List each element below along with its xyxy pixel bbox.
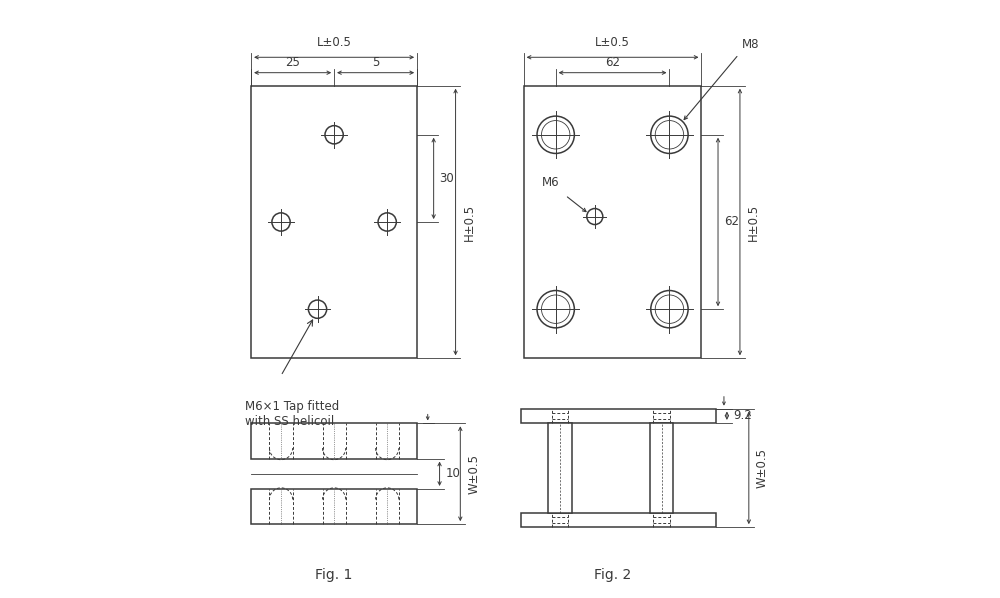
Text: 10: 10 — [445, 467, 460, 480]
Text: 30: 30 — [440, 172, 454, 185]
Bar — [251, 489, 417, 524]
Text: 62: 62 — [724, 215, 739, 228]
Text: H±0.5: H±0.5 — [747, 203, 760, 240]
Text: W±0.5: W±0.5 — [468, 454, 481, 494]
Text: M6×1 Tap fitted
with SS helicoil: M6×1 Tap fitted with SS helicoil — [245, 399, 339, 428]
Text: L±0.5: L±0.5 — [595, 36, 630, 49]
Text: L±0.5: L±0.5 — [317, 36, 352, 49]
Bar — [548, 423, 572, 513]
Text: 25: 25 — [285, 56, 300, 69]
Bar — [521, 408, 716, 423]
Text: M8: M8 — [742, 38, 759, 51]
Text: Fig. 1: Fig. 1 — [315, 568, 353, 582]
Bar — [524, 86, 701, 358]
Text: M6: M6 — [541, 176, 559, 190]
Text: Fig. 2: Fig. 2 — [594, 568, 631, 582]
Text: 9.2: 9.2 — [733, 409, 752, 422]
Bar — [251, 423, 417, 459]
Text: H±0.5: H±0.5 — [463, 203, 476, 240]
Bar — [521, 513, 716, 527]
Text: W±0.5: W±0.5 — [756, 448, 769, 488]
Bar — [650, 423, 673, 513]
Bar — [251, 86, 417, 358]
Text: 62: 62 — [605, 56, 620, 69]
Text: 5: 5 — [372, 56, 379, 69]
